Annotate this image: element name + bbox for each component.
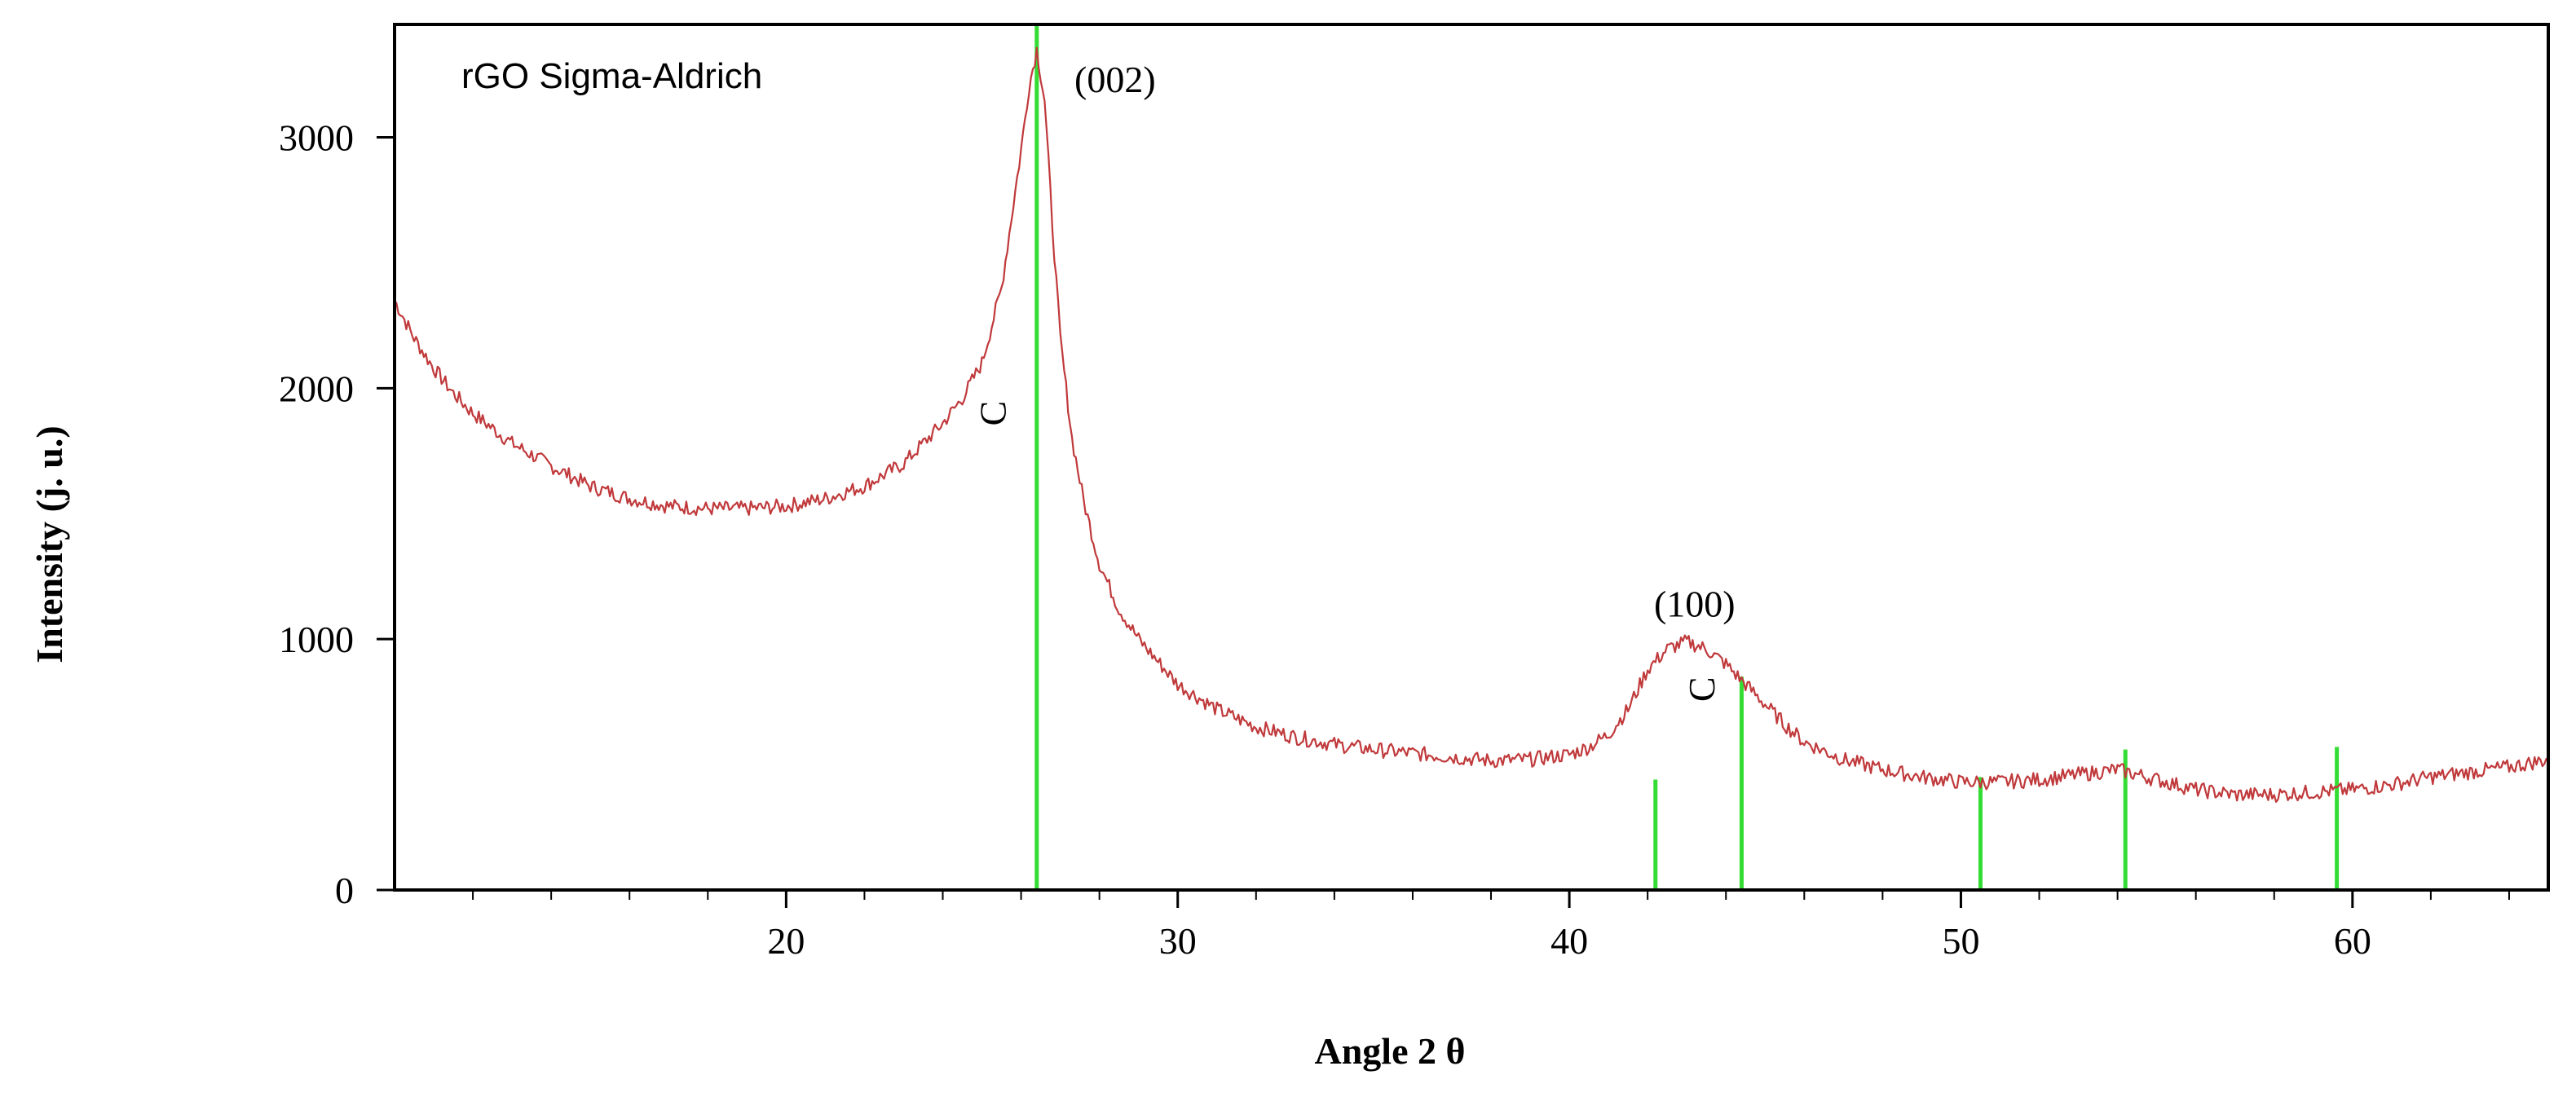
x-tick-label: 40 <box>1550 920 1588 962</box>
plot-layer <box>394 24 2549 890</box>
x-tick-label: 60 <box>2334 920 2371 962</box>
x-tick-label: 30 <box>1159 920 1197 962</box>
y-tick-label: 3000 <box>279 117 354 159</box>
data-series-line <box>394 46 2549 804</box>
phase-marker-label: C <box>972 401 1013 426</box>
y-axis-label: Intensity (j. u.) <box>29 425 70 663</box>
x-tick-label: 50 <box>1942 920 1979 962</box>
y-axis-ticks: 0 1000 2000 3000 <box>279 117 395 911</box>
y-tick-label: 0 <box>335 870 354 911</box>
annotations: (002) (100) C C <box>972 59 1735 702</box>
plot-frame <box>393 23 2550 892</box>
y-tick-label: 2000 <box>279 368 354 409</box>
x-axis-ticks: 20 30 40 50 60 <box>472 890 2510 962</box>
y-tick-label: 1000 <box>279 619 354 660</box>
peak-label: (002) <box>1074 59 1156 100</box>
x-tick-label: 20 <box>767 920 805 962</box>
x-axis-label: Angle 2 θ <box>1314 1030 1465 1072</box>
peak-label: (100) <box>1654 583 1736 624</box>
phase-marker-label: C <box>1681 676 1722 702</box>
chart-title: rGO Sigma-Aldrich <box>461 56 762 96</box>
